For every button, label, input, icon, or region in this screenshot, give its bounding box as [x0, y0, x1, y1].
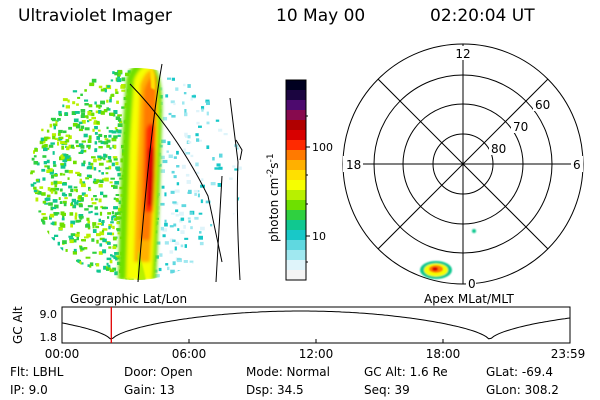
colorbar-cell	[286, 150, 306, 161]
geographic-auroral-image	[30, 63, 243, 283]
mlt-label-18: 18	[346, 158, 361, 172]
colorbar-cell	[286, 160, 306, 171]
seq-status: Seq: 39	[364, 383, 410, 397]
door-status: Door: Open	[124, 365, 193, 379]
glat-status: GLat: -69.4	[486, 365, 553, 379]
colorbar-cell	[286, 170, 306, 181]
colorbar-cell	[286, 250, 306, 261]
orbit-altitude-timeline: 9.0 1.8 GC Alt 00:00 06:00 12:00 18:00 2…	[11, 306, 585, 361]
filter-status: Flt: LBHL	[10, 365, 64, 379]
observation-time: 02:20:04 UT	[430, 6, 535, 26]
mlat-label-60: 60	[535, 98, 550, 112]
time-tick-0000: 00:00	[45, 347, 80, 361]
gc-alt-status: GC Alt: 1.6 Re	[364, 365, 448, 379]
colorbar-cell	[286, 90, 306, 101]
time-tick-2359: 23:59	[551, 347, 586, 361]
dsp-status: Dsp: 34.5	[246, 383, 304, 397]
mlat-label-70: 70	[513, 120, 528, 134]
colorbar-cell	[286, 140, 306, 151]
mlat-label-80: 80	[491, 142, 506, 156]
polar-mlat-mlt-plot: 12 18 6 0 60 70 80	[342, 43, 584, 291]
auroral-oval-band	[118, 68, 163, 280]
colorbar-cell	[286, 210, 306, 221]
altitude-curve	[61, 310, 571, 340]
colorbar-cell	[286, 200, 306, 211]
observation-date: 10 May 00	[276, 6, 366, 26]
colorbar-cell	[286, 80, 306, 91]
mlt-label-12: 12	[455, 47, 470, 61]
colorbar-cell	[286, 220, 306, 231]
polar-aurora-blob	[420, 229, 476, 279]
colorbar-cell	[286, 110, 306, 121]
colorbar: 100 10 photon cm-2s-1	[266, 79, 333, 281]
alt-axis-min: 1.8	[40, 331, 58, 344]
colorbar-label: photon cm-2s-1	[266, 153, 281, 242]
colorbar-gradient	[286, 80, 306, 281]
colorbar-cell	[286, 130, 306, 141]
mode-status: Mode: Normal	[246, 365, 330, 379]
colorbar-cell	[286, 260, 306, 271]
alt-axis-title: GC Alt	[11, 306, 25, 344]
mlt-label-0: 0	[468, 277, 476, 291]
geographic-projection-label: Geographic Lat/Lon	[70, 292, 187, 306]
colorbar-cell	[286, 190, 306, 201]
ip-status: IP: 9.0	[10, 383, 48, 397]
alt-axis-max: 9.0	[40, 308, 58, 321]
colorbar-cell	[286, 100, 306, 111]
instrument-title: Ultraviolet Imager	[18, 6, 172, 26]
glon-status: GLon: 308.2	[486, 383, 559, 397]
geographic-grid-lines	[129, 63, 243, 283]
gain-status: Gain: 13	[124, 383, 175, 397]
colorbar-cell	[286, 270, 306, 281]
colorbar-cell	[286, 240, 306, 251]
time-tick-1200: 12:00	[299, 347, 334, 361]
time-tick-0600: 06:00	[172, 347, 207, 361]
apex-projection-label: Apex MLat/MLT	[424, 292, 514, 306]
polar-grid	[342, 43, 584, 285]
colorbar-cell	[286, 230, 306, 241]
colorbar-tick-10: 10	[312, 230, 326, 243]
colorbar-cell	[286, 180, 306, 191]
time-tick-1800: 18:00	[426, 347, 461, 361]
colorbar-cell	[286, 120, 306, 131]
colorbar-tick-100: 100	[312, 141, 333, 154]
mlt-label-6: 6	[573, 158, 581, 172]
